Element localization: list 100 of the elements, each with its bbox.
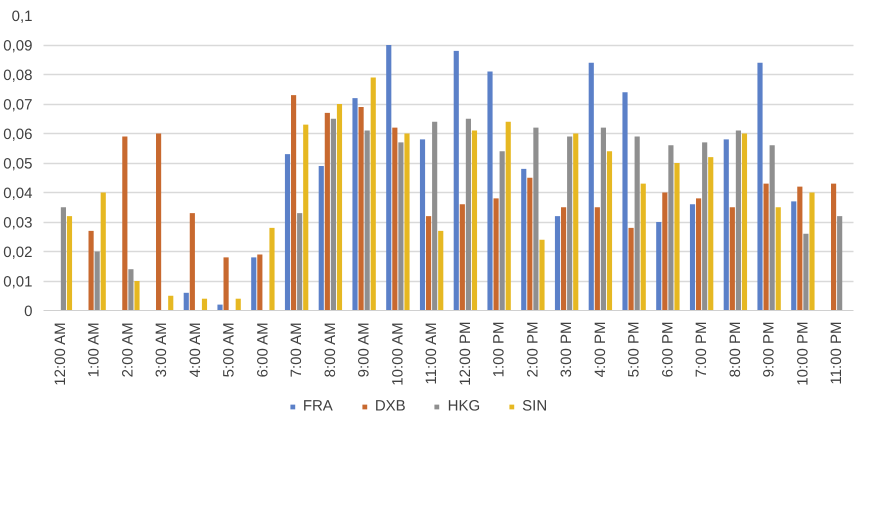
bar [770,145,775,310]
x-tick-label: 6:00 PM [659,321,676,378]
y-tick-label: 0,03 [3,214,33,232]
bar [426,216,432,310]
bar [156,134,162,310]
y-tick-label: 0 [24,303,32,320]
bar [554,216,560,310]
bar [527,178,532,310]
bar [533,128,538,310]
bar [640,184,646,310]
x-tick-label: 10:00 PM [794,321,812,386]
bar [420,139,426,310]
bar [466,118,471,310]
x-tick-label: 8:00 AM [322,322,339,378]
bar [724,139,729,310]
bar [66,216,72,310]
bar [662,192,668,310]
bar [730,207,735,310]
y-tick-label: 0,05 [3,156,33,172]
y-tick-label: 0,07 [3,96,33,114]
bar [297,213,302,310]
bar [364,130,370,310]
x-tick-label: 12:00 PM [456,321,474,386]
x-tick-label: 11:00 PM [828,321,846,385]
legend-label: DXB [374,398,406,414]
bar [588,62,594,310]
legend-label: SIN [522,398,548,414]
bar [742,134,748,310]
x-tick-label: 11:00 AM [423,322,440,385]
y-tick-label: 0,01 [3,274,33,290]
bar [100,192,106,310]
bar [690,204,696,310]
bar [696,198,702,310]
y-tick-label: 0,06 [3,126,33,143]
bar [236,298,241,310]
bar [764,184,769,310]
bar [634,136,640,310]
bar [134,281,140,310]
bar [386,45,392,310]
x-tick-label: 2:00 PM [524,321,542,378]
bar [404,134,410,310]
bar [202,298,208,310]
x-tick-label: 3:00 AM [153,322,170,378]
bar [487,72,493,310]
bar [257,254,262,310]
bar [567,136,572,310]
bar [668,145,674,310]
x-tick-label: 1:00 AM [86,322,103,378]
bar [251,257,256,310]
bar [506,122,511,310]
bar [674,163,680,310]
bar [708,157,714,310]
legend-label: FRA [302,398,333,414]
bar [594,207,600,310]
bar [438,230,444,310]
x-tick-label: 1:00 PM [490,321,508,378]
bar [217,304,223,310]
y-tick-label: 0,02 [3,244,33,261]
bar [269,228,275,310]
x-tick-label: 5:00 AM [220,322,238,378]
bar [757,62,763,310]
bar [352,98,358,310]
bar [776,207,781,310]
x-tick-label: 5:00 PM [626,321,643,378]
x-tick-label: 6:00 AM [254,322,272,378]
bar [370,77,376,310]
bar [330,118,336,310]
bar [791,201,796,310]
bar [303,124,308,310]
bar [521,168,526,310]
bar [539,240,545,310]
bar [324,112,330,310]
bar [224,257,229,310]
bar [318,166,324,310]
bar [606,151,612,310]
bar [60,207,66,310]
bar [573,134,578,310]
bar [454,50,459,310]
x-tick-label: 7:00 PM [693,321,710,378]
x-tick-label: 10:00 AM [389,322,406,386]
x-tick-label: 4:00 AM [186,322,204,378]
x-tick-label: 4:00 PM [592,321,609,378]
x-tick-label: 7:00 AM [288,322,306,378]
bar [797,186,802,310]
bar [398,142,404,310]
bar [831,184,836,310]
bar [184,292,189,310]
bar [500,151,505,310]
bar [168,296,174,310]
x-tick-label: 9:00 AM [356,322,373,378]
bar [358,106,364,310]
bar [561,207,566,310]
bar [736,130,741,310]
bar [460,204,465,310]
bar [284,154,290,310]
x-tick-label: 9:00 PM [760,321,778,378]
y-tick-label: 0,08 [3,67,33,84]
bar [472,130,478,310]
legend-label: HKG [448,398,480,414]
bar [392,128,398,310]
